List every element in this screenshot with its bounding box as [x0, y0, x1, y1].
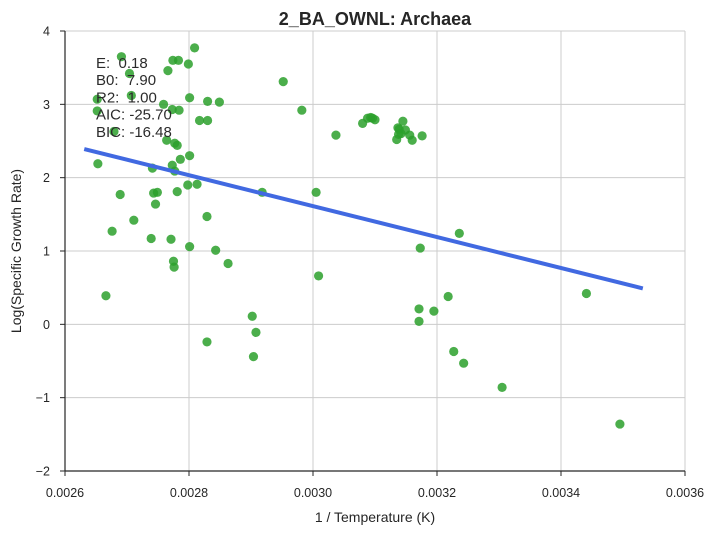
data-point: [370, 115, 380, 125]
stats-line: BIC: -16.48: [96, 124, 172, 141]
data-point: [415, 243, 425, 253]
data-point: [194, 115, 205, 126]
data-point: [126, 90, 136, 101]
data-point: [173, 55, 184, 65]
data-point: [497, 382, 507, 392]
data-point: [429, 306, 439, 316]
data-point: [417, 131, 427, 141]
data-point: [247, 311, 257, 321]
regression-line: [83, 147, 644, 291]
data-point: [203, 96, 213, 106]
y-tick-label: −1: [36, 391, 50, 405]
x-axis-label: 1 / Temperature (K): [315, 509, 435, 525]
stats-line: E: 0.18: [96, 55, 148, 72]
x-tick-label: 0.0032: [418, 486, 456, 500]
data-point: [313, 271, 324, 281]
data-point: [414, 316, 424, 326]
chart-title: 2_BA_OWNL: Archaea: [279, 9, 472, 29]
data-point: [146, 233, 156, 244]
data-point: [150, 199, 161, 209]
data-point: [115, 189, 125, 200]
x-tick-label: 0.0026: [46, 486, 84, 500]
y-tick-label: −2: [36, 465, 50, 479]
x-tick-label: 0.0028: [170, 486, 208, 500]
data-point: [251, 327, 261, 337]
data-point: [172, 187, 182, 197]
y-tick-label: 0: [43, 318, 50, 332]
data-point: [454, 228, 464, 238]
data-point: [124, 68, 135, 79]
data-point: [202, 337, 212, 347]
stats-line: B0: 7.90: [96, 72, 156, 89]
data-point: [183, 180, 193, 190]
data-point: [414, 304, 424, 314]
regression-line-group: [83, 147, 644, 291]
stats-line: AIC: -25.70: [96, 107, 172, 124]
x-tick-label: 0.0030: [294, 486, 332, 500]
data-point: [185, 242, 195, 252]
tick-labels: 0.0026 0.0028 0.0030 0.0032 0.0034 0.0036 −2 −1…: [36, 25, 704, 501]
data-point: [615, 419, 625, 429]
data-point: [92, 106, 102, 116]
data-point: [203, 115, 213, 126]
data-point: [459, 358, 469, 368]
data-point: [163, 66, 173, 76]
data-point: [167, 104, 177, 115]
data-point: [174, 105, 184, 115]
data-point: [158, 99, 169, 109]
y-tick-label: 2: [43, 171, 50, 185]
data-point: [211, 245, 221, 255]
data-point: [92, 94, 102, 104]
stats-line: R2: 1.00: [96, 89, 157, 106]
data-point: [278, 77, 288, 87]
data-point: [223, 258, 233, 269]
y-axis-label: Log(Specific Growth Rate): [8, 169, 24, 333]
data-point: [185, 151, 195, 161]
data-point: [214, 97, 224, 107]
data-point: [192, 179, 202, 189]
x-tick-label: 0.0036: [666, 486, 704, 500]
data-point: [175, 154, 185, 164]
y-tick-label: 4: [43, 25, 50, 39]
data-point: [443, 291, 453, 302]
data-point: [107, 226, 117, 236]
data-point: [331, 130, 341, 140]
data-point: [189, 43, 200, 53]
data-point: [116, 52, 127, 62]
y-tick-label: 3: [43, 98, 50, 112]
data-point: [101, 291, 111, 301]
data-point: [581, 288, 592, 299]
data-point: [185, 93, 195, 103]
x-tick-label: 0.0034: [542, 486, 580, 500]
data-point: [202, 211, 212, 222]
data-point: [449, 346, 459, 357]
data-point: [398, 116, 408, 126]
data-point: [152, 187, 162, 197]
scatter-points: [92, 43, 625, 429]
data-point: [172, 140, 182, 150]
data-point: [311, 187, 321, 197]
data-point: [162, 135, 172, 145]
data-point: [169, 262, 179, 272]
data-point: [248, 352, 259, 362]
data-point: [407, 135, 417, 145]
data-point: [129, 215, 139, 225]
data-point: [297, 105, 307, 115]
data-point: [166, 234, 176, 244]
data-point: [109, 126, 119, 137]
y-tick-label: 1: [43, 245, 50, 259]
data-point: [183, 59, 193, 69]
data-point: [93, 159, 103, 169]
axes: [60, 30, 686, 476]
